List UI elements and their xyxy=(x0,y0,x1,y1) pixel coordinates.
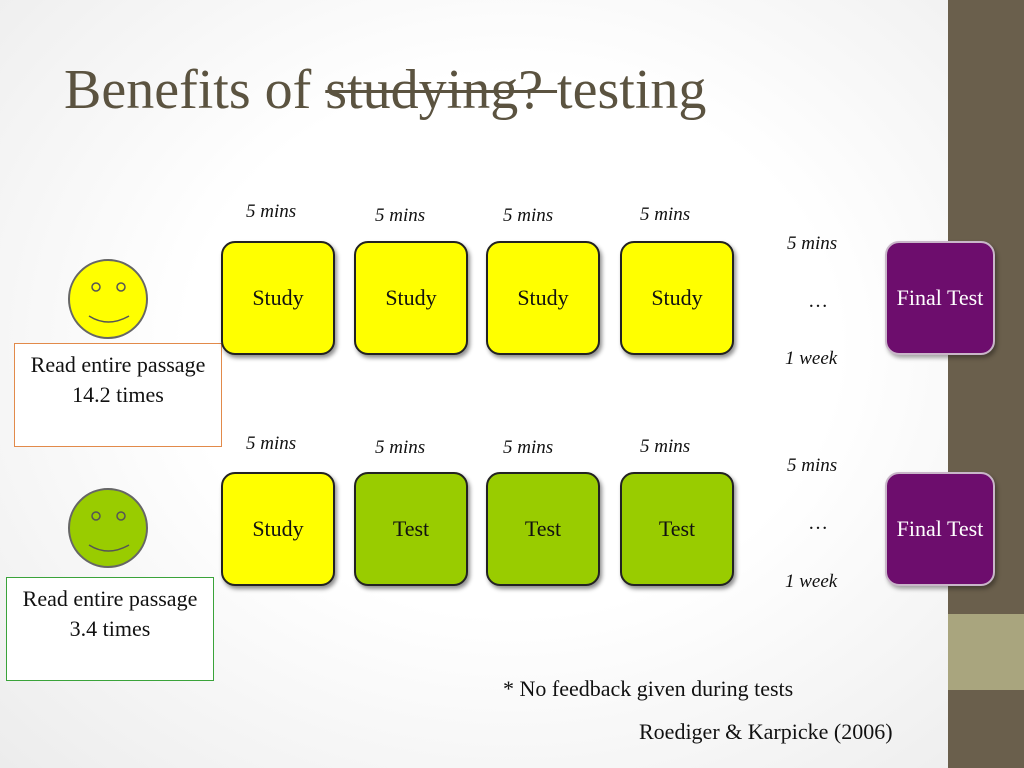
delay-ellipsis: … xyxy=(808,290,828,312)
test-step-box: Test xyxy=(486,472,600,586)
smiley-face-icon xyxy=(68,488,148,568)
study-step-box: Study xyxy=(221,472,335,586)
interval-label: 5 mins xyxy=(503,205,554,226)
test-step-box: Test xyxy=(354,472,468,586)
result-note: Read entire passage 14.2 times xyxy=(14,343,222,447)
study-step-box: Study xyxy=(354,241,468,355)
study-step-box: Study xyxy=(486,241,600,355)
interval-label: 5 mins xyxy=(503,437,554,458)
final-test-box: Final Test xyxy=(885,472,995,586)
delay-label-top: 5 mins xyxy=(787,233,838,254)
title-suffix: testing xyxy=(557,59,707,121)
citation: Roediger & Karpicke (2006) xyxy=(639,719,893,744)
footnote: * No feedback given during tests xyxy=(503,676,794,701)
smiley-face-icon xyxy=(68,259,148,339)
delay-label-top: 5 mins xyxy=(787,455,838,476)
interval-label: 5 mins xyxy=(246,201,297,222)
study-step-box: Study xyxy=(221,241,335,355)
delay-ellipsis: … xyxy=(808,512,828,534)
interval-label: 5 mins xyxy=(640,204,691,225)
delay-label-bottom: 1 week xyxy=(785,348,838,369)
interval-label: 5 mins xyxy=(640,436,691,457)
sidebar-accent-block xyxy=(948,614,1024,690)
interval-label: 5 mins xyxy=(246,433,297,454)
interval-label: 5 mins xyxy=(375,205,426,226)
slide-title: Benefits of studying? testing xyxy=(64,58,706,122)
title-prefix: Benefits of xyxy=(64,59,326,121)
study-step-box: Study xyxy=(620,241,734,355)
interval-label: 5 mins xyxy=(375,437,426,458)
result-note: Read entire passage 3.4 times xyxy=(6,577,214,681)
delay-label-bottom: 1 week xyxy=(785,571,838,592)
final-test-box: Final Test xyxy=(885,241,995,355)
test-step-box: Test xyxy=(620,472,734,586)
title-struck-word: studying? xyxy=(325,59,558,121)
